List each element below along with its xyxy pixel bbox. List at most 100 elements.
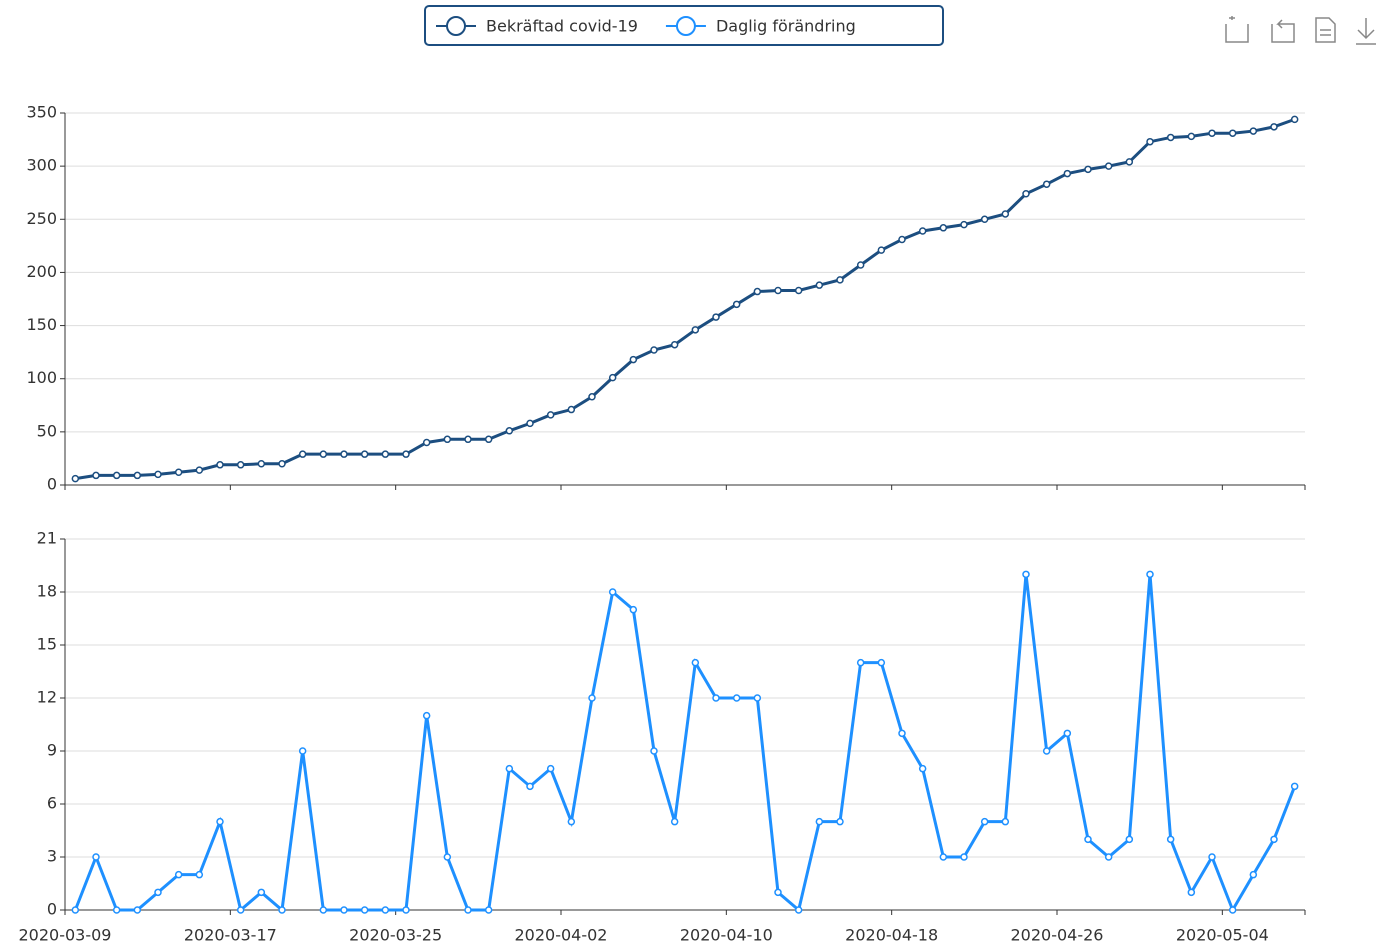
data-point [1022, 190, 1030, 198]
data-point [298, 747, 307, 755]
y-tick-label: 0 [47, 475, 57, 494]
data-point [608, 588, 617, 596]
data-point [918, 227, 927, 235]
x-tick-label: 2020-04-10 [680, 926, 773, 945]
data-point [1063, 169, 1072, 178]
data-point [588, 393, 596, 401]
data-point [1042, 180, 1051, 188]
data-point [464, 435, 472, 444]
data-point [567, 817, 576, 826]
data-point [815, 281, 824, 289]
data-point [1270, 123, 1278, 131]
data-point [1104, 853, 1113, 861]
data-point [1228, 906, 1237, 914]
data-point [319, 906, 328, 914]
data-point [278, 459, 286, 468]
data-point [381, 450, 390, 458]
y-tick-label: 150 [26, 315, 57, 334]
data-point [340, 450, 348, 458]
data-point [154, 470, 162, 479]
x-tick-label: 2020-05-04 [1176, 926, 1269, 945]
data-point [1125, 158, 1134, 166]
data-point [1125, 835, 1134, 844]
data-point [360, 450, 369, 458]
zoom-icon[interactable] [1225, 16, 1249, 43]
data-point [629, 355, 638, 364]
restore-icon[interactable] [1271, 19, 1295, 43]
data-point [753, 287, 762, 296]
data-point [753, 694, 762, 702]
data-point [422, 711, 431, 720]
y-tick-label: 21 [37, 529, 57, 548]
data-point [216, 461, 224, 469]
data-point [133, 471, 142, 480]
data-point [1001, 817, 1010, 826]
y-tick-label: 6 [47, 794, 57, 813]
y-tick-label: 50 [37, 421, 57, 440]
data-point [546, 411, 555, 419]
data-point [774, 286, 782, 295]
y-tick-label: 350 [26, 103, 57, 122]
data-point [298, 450, 307, 458]
data-point [877, 246, 886, 254]
data-point [526, 782, 534, 791]
data-point [691, 658, 700, 667]
data-point [257, 459, 266, 468]
data-point [918, 764, 927, 773]
data-point [815, 817, 824, 826]
series-line [73, 574, 1297, 914]
data-point [195, 870, 204, 879]
y-tick-label: 250 [26, 209, 57, 228]
data-point [216, 817, 224, 826]
data-point [1084, 835, 1092, 844]
data-point [794, 906, 803, 914]
data-point [484, 906, 493, 914]
legend-marker [675, 16, 696, 36]
data-point [526, 419, 534, 428]
y-tick-label: 300 [26, 156, 57, 175]
data-point [195, 466, 204, 474]
x-tick-label: 2020-04-26 [1011, 926, 1104, 945]
data-point [1042, 747, 1051, 755]
data-point [340, 906, 348, 914]
data-point [898, 729, 906, 738]
data-point [402, 450, 410, 458]
data-point [319, 450, 328, 458]
y-tick-label: 0 [47, 900, 57, 919]
save-icon[interactable] [1356, 18, 1376, 45]
data-point [1104, 162, 1113, 170]
x-tick-label: 2020-04-02 [515, 926, 608, 945]
data-point [980, 817, 989, 826]
data-point [1249, 870, 1258, 879]
data-point [505, 427, 514, 435]
y-tick-label: 15 [37, 635, 57, 654]
data-point [670, 817, 679, 826]
data-point [794, 286, 803, 295]
data-point [774, 888, 782, 897]
data-point [567, 405, 576, 414]
data-view-icon[interactable] [1315, 17, 1336, 43]
data-point [484, 435, 493, 444]
legend-label: Daglig förändring [716, 17, 856, 36]
y-tick-label: 18 [37, 582, 57, 601]
data-point [1001, 210, 1010, 218]
data-point [712, 694, 720, 702]
data-point [112, 471, 121, 480]
data-point [732, 300, 741, 309]
data-point [174, 870, 183, 879]
data-point [174, 468, 183, 476]
data-point [1022, 570, 1030, 579]
y-tick-label: 100 [26, 368, 57, 387]
legend-marker [446, 16, 466, 36]
x-tick-label: 2020-03-09 [19, 926, 112, 945]
data-point [732, 694, 741, 702]
data-point [1166, 835, 1175, 844]
data-point [836, 817, 844, 826]
data-point [443, 853, 452, 861]
data-point [71, 906, 80, 914]
data-point [1146, 570, 1154, 579]
data-point [360, 906, 369, 914]
data-point [1063, 729, 1072, 738]
data-point [1270, 835, 1278, 844]
data-point [629, 605, 638, 614]
